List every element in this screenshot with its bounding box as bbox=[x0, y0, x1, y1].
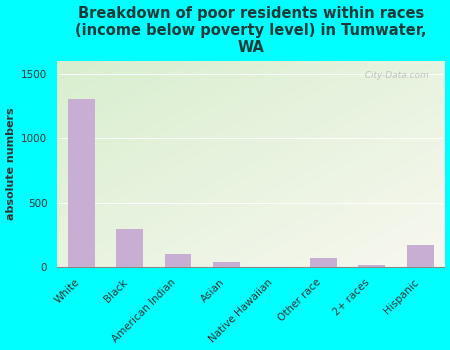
Title: Breakdown of poor residents within races
(income below poverty level) in Tumwate: Breakdown of poor residents within races… bbox=[75, 6, 427, 55]
Text: City-Data.com: City-Data.com bbox=[359, 71, 429, 80]
Bar bbox=[165, 254, 191, 267]
Bar bbox=[213, 262, 240, 267]
Bar bbox=[68, 99, 94, 267]
Bar bbox=[359, 265, 385, 267]
Bar bbox=[407, 245, 433, 267]
Bar bbox=[310, 258, 337, 267]
Y-axis label: absolute numbers: absolute numbers bbox=[5, 108, 16, 220]
Bar bbox=[117, 229, 143, 267]
